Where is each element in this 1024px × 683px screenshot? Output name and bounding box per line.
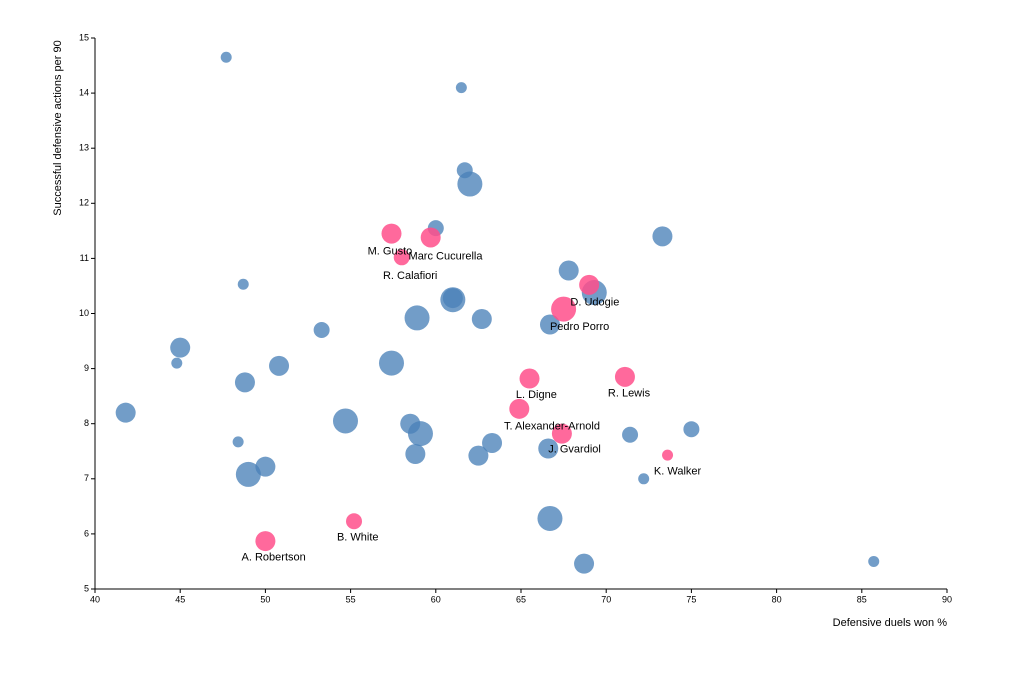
point-annotation: Pedro Porro <box>550 321 609 333</box>
x-tick-label: 60 <box>431 594 441 604</box>
player-point <box>868 555 880 567</box>
player-point <box>539 314 560 335</box>
y-tick-label: 13 <box>79 143 89 153</box>
player-point <box>638 473 650 485</box>
point-annotation: Marc Cucurella <box>409 251 484 263</box>
x-tick-label: 80 <box>772 594 782 604</box>
x-axis-ticks: 40 45 50 55 60 65 70 75 80 85 90 <box>90 589 952 604</box>
player-point <box>407 421 433 447</box>
player-point <box>652 226 673 247</box>
player-point <box>468 445 489 466</box>
y-tick-label: 5 <box>84 583 89 593</box>
bubble-layer <box>115 51 880 574</box>
player-point <box>234 372 255 393</box>
player-point <box>537 505 563 531</box>
highlighted-player-point <box>579 274 600 295</box>
highlighted-player-point <box>614 366 635 387</box>
point-annotation: B. White <box>337 532 379 544</box>
highlighted-player-point <box>381 223 402 244</box>
point-annotation: R. Calafiori <box>383 270 437 282</box>
player-point <box>220 51 232 63</box>
y-tick-label: 7 <box>84 473 89 483</box>
point-annotation: L. Digne <box>516 389 557 401</box>
x-axis-title: Defensive duels won % <box>833 617 948 629</box>
player-point <box>482 432 503 453</box>
y-tick-label: 14 <box>79 87 89 97</box>
point-annotation: D. Udogie <box>570 296 619 308</box>
player-point <box>115 402 136 423</box>
player-point <box>232 436 244 448</box>
point-annotation: K. Walker <box>654 466 702 478</box>
player-point <box>457 171 483 197</box>
point-annotation: A. Robertson <box>242 551 306 563</box>
x-tick-label: 85 <box>857 594 867 604</box>
highlighted-player-point <box>519 368 540 389</box>
axes: 40 45 50 55 60 65 70 75 80 85 90 5 6 7 8 9 10 11 12 13 14 15 <box>79 32 952 604</box>
x-tick-label: 55 <box>346 594 356 604</box>
player-point <box>378 350 404 376</box>
player-point <box>558 260 579 281</box>
y-axis-ticks: 5 6 7 8 9 10 11 12 13 14 15 <box>79 32 95 593</box>
player-point <box>255 456 276 477</box>
x-tick-label: 50 <box>260 594 270 604</box>
y-tick-label: 9 <box>84 363 89 373</box>
y-tick-label: 12 <box>79 198 89 208</box>
point-annotation: J. Gvardiol <box>548 444 601 456</box>
player-point <box>405 444 426 465</box>
player-point <box>171 357 183 369</box>
player-point <box>683 421 700 438</box>
highlighted-player-point <box>509 398 530 419</box>
highlighted-player-point <box>662 449 674 461</box>
player-point <box>235 461 261 487</box>
y-axis-title: Successful defensive actions per 90 <box>52 40 64 216</box>
highlighted-player-point <box>551 296 577 322</box>
point-annotation: M. Gusto <box>368 246 413 258</box>
x-tick-label: 65 <box>516 594 526 604</box>
y-tick-label: 8 <box>84 418 89 428</box>
x-tick-label: 70 <box>601 594 611 604</box>
y-tick-label: 6 <box>84 528 89 538</box>
point-annotation: T. Alexander-Arnold <box>504 420 600 432</box>
player-point <box>471 309 492 330</box>
y-tick-label: 10 <box>79 308 89 318</box>
x-tick-label: 90 <box>942 594 952 604</box>
player-point <box>237 278 249 290</box>
highlighted-player-point <box>420 227 441 248</box>
player-point <box>574 553 595 574</box>
player-point <box>332 408 358 434</box>
highlighted-player-point <box>551 423 572 444</box>
player-point <box>455 82 467 94</box>
highlighted-player-point <box>255 531 276 552</box>
highlighted-player-point <box>346 513 363 530</box>
player-point <box>442 288 463 309</box>
y-tick-label: 11 <box>80 253 89 263</box>
y-tick-label: 15 <box>79 32 89 42</box>
highlighted-player-point <box>393 249 410 266</box>
x-tick-label: 75 <box>686 594 696 604</box>
player-point <box>404 305 430 331</box>
point-annotation: R. Lewis <box>608 387 651 399</box>
player-point <box>170 337 191 358</box>
player-point <box>538 438 559 459</box>
x-tick-label: 40 <box>90 594 100 604</box>
player-point <box>622 426 639 443</box>
player-point <box>313 322 330 339</box>
player-point <box>269 355 290 376</box>
x-tick-label: 45 <box>175 594 185 604</box>
